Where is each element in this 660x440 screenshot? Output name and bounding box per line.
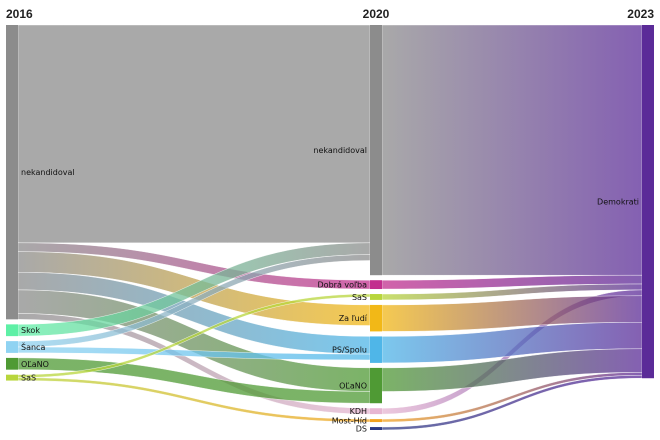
node-label-n20: nekandidoval: [313, 146, 367, 155]
link-n16-kdh20: [17, 313, 371, 415]
node-olano16: [6, 357, 18, 370]
link-n20-dem23: [381, 24, 643, 276]
node-dv20: [370, 280, 382, 290]
node-label-dem23: Demokrati: [597, 198, 639, 207]
node-label-dv20: Dobrá voľba: [318, 281, 368, 290]
node-sas16: [6, 374, 18, 381]
link-ds20-dem23: [381, 375, 643, 431]
column-title-2: 2023: [627, 7, 654, 21]
node-n16: [6, 25, 18, 320]
column-title-0: 2016: [6, 7, 33, 21]
node-zaludi20: [370, 304, 382, 332]
label-layer: nekandidoval Skok Šanca OĽaNO SaS nekandidova…: [21, 146, 639, 433]
node-label-ps20: PS/Spolu: [332, 346, 367, 355]
node-dem23: [642, 25, 654, 379]
column-title-1: 2020: [363, 7, 390, 21]
node-label-sas20: SaS: [352, 293, 367, 302]
node-label-sanca16: Šanca: [21, 341, 45, 352]
node-ds20: [370, 427, 382, 430]
node-label-skok16: Skok: [21, 326, 40, 335]
node-skok16: [6, 324, 18, 337]
node-n20: [370, 25, 382, 276]
node-label-kdh20: KDH: [350, 407, 367, 416]
node-label-zaludi20: Za ľudí: [339, 314, 368, 323]
node-label-olano20: OĽaNO: [339, 382, 367, 391]
node-sas20: [370, 294, 382, 300]
node-sanca16: [6, 341, 18, 353]
node-label-ds20: DS: [356, 425, 367, 434]
link-n16-n20: [17, 24, 371, 244]
node-label-olano16: OĽaNO: [21, 360, 49, 369]
node-layer: [6, 25, 654, 430]
node-kdh20: [370, 408, 382, 415]
node-ps20: [370, 336, 382, 363]
node-label-most20: Most-Híd: [332, 417, 367, 426]
link-layer: [17, 24, 643, 431]
node-olano20: [370, 367, 382, 404]
node-most20: [370, 419, 382, 423]
node-label-n16: nekandidoval: [21, 168, 75, 177]
column-title-layer: 2016 2020 2023: [6, 7, 654, 21]
node-label-sas16: SaS: [21, 374, 36, 383]
